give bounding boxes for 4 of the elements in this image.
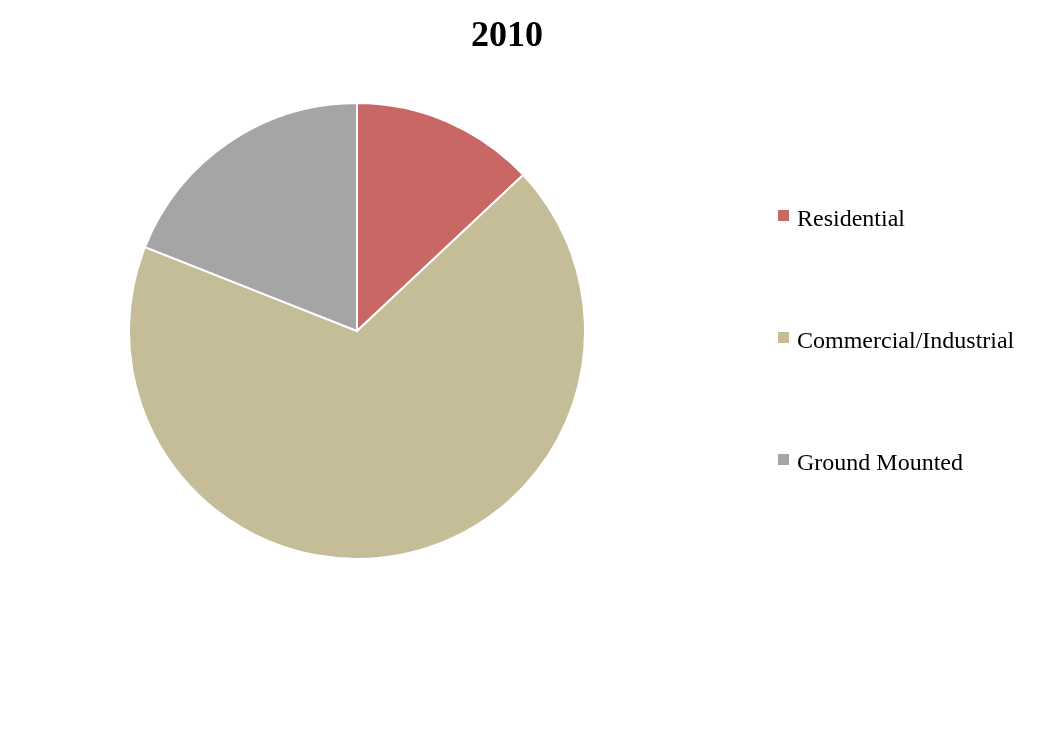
legend-label: Commercial/Industrial [797, 326, 1015, 353]
legend-label: Residential [797, 204, 906, 231]
chart-title: 2010 [471, 14, 543, 54]
legend-label: Ground Mounted [797, 448, 963, 475]
